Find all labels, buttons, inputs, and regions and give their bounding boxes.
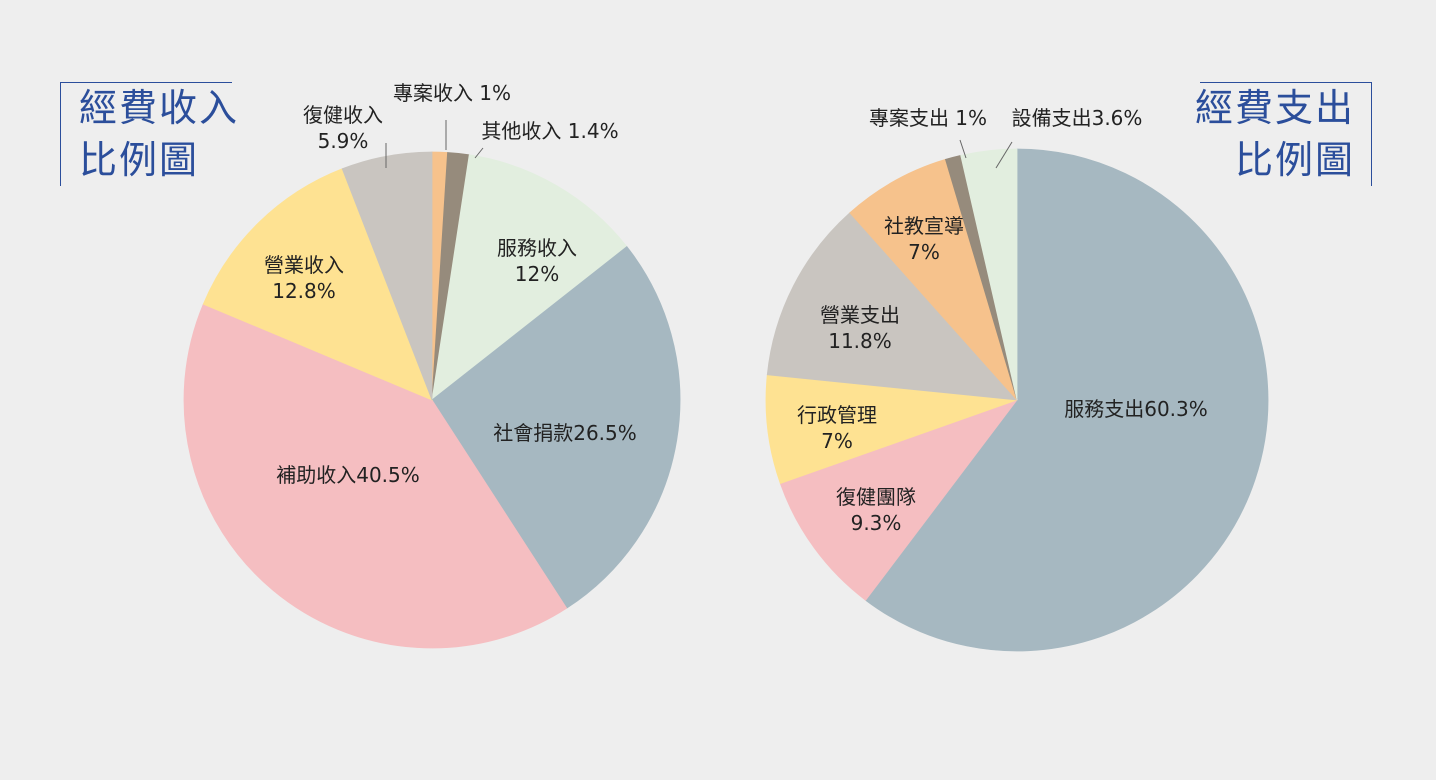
expense-pie: 服務支出60.3% 復健團隊 9.3% 行政管理 7% 營業支出 11.8% 社教宣導 7% 專案… (765, 106, 1269, 652)
income-slice-5 (202, 168, 433, 401)
income-title-line-2: 比例圖 (79, 138, 200, 182)
income-title-line-1: 經費收入 (79, 86, 240, 130)
expense-slice-4 (849, 158, 1018, 401)
expense-leader-line-5 (959, 139, 967, 159)
income-slice-label-2: 服務收入 12% (497, 236, 577, 286)
expense-leader-line-6 (995, 141, 1013, 169)
income-slice-label-5: 營業收入 12.8% (264, 253, 344, 303)
expense-slice-label-4: 社教宣導 7% (884, 214, 964, 264)
expense-title-line-1: 經費支出 (1195, 86, 1356, 130)
expense-slice-label-5: 專案支出 1% (869, 106, 987, 130)
expense-slice-0 (865, 148, 1269, 652)
income-slice-3 (431, 246, 681, 609)
income-slice-label-6: 復健收入 5.9% (303, 103, 383, 153)
income-slice-2 (431, 154, 628, 401)
income-slice-label-1: 其他收入 1.4% (481, 119, 618, 143)
expense-slice-label-3: 營業支出 11.8% (820, 303, 900, 353)
expense-slice-1 (779, 399, 1019, 601)
expense-slice-label-6: 設備支出3.6% (1012, 106, 1143, 130)
expense-title-line-2: 比例圖 (1235, 138, 1356, 182)
income-chart-title: 經費收入 比例圖 (60, 82, 239, 186)
expense-chart-title: 經費支出 比例圖 (1195, 82, 1373, 186)
expense-slice-label-2: 行政管理 7% (797, 403, 877, 453)
expense-slice-2 (765, 374, 1018, 485)
income-title-rule (60, 82, 232, 83)
expense-slice-label-0: 服務支出60.3% (1064, 397, 1208, 421)
income-pie: 專案收入 1% 其他收入 1.4% 服務收入 12% 社會捐款26.5% 補助收入40.5… (183, 81, 681, 649)
income-slice-label-4: 補助收入40.5% (276, 463, 420, 487)
income-slice-label-3: 社會捐款26.5% (493, 421, 637, 445)
income-slice-4 (183, 303, 568, 649)
income-slice-label-0: 專案收入 1% (393, 81, 511, 105)
expense-slice-label-1: 復健團隊 9.3% (836, 485, 916, 535)
expense-slice-6 (960, 148, 1018, 401)
expense-title-rule (1200, 82, 1373, 83)
expense-slice-3 (766, 212, 1018, 401)
income-leader-line-1 (474, 147, 484, 159)
